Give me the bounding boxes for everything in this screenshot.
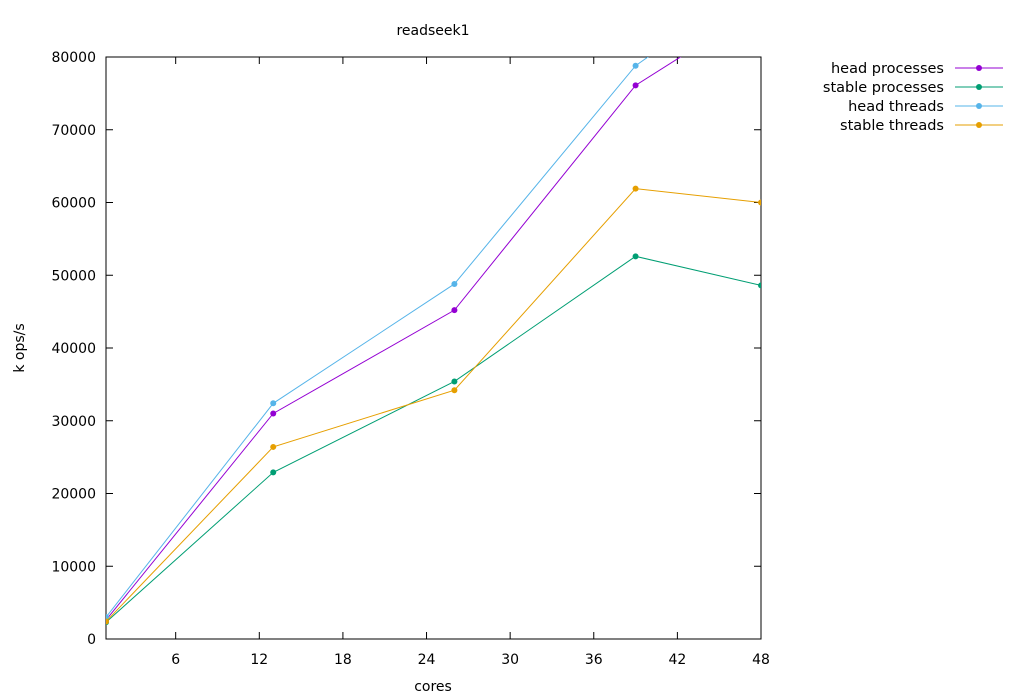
legend: head processes stable processes head threa… — [823, 61, 1003, 134]
legend-swatch-point — [976, 103, 982, 109]
data-point — [451, 280, 458, 287]
legend-swatch-point — [976, 122, 982, 128]
x-tick-label: 42 — [668, 652, 686, 668]
series-line-stable-processes — [106, 255, 761, 623]
data-point — [758, 3, 764, 9]
data-point — [270, 400, 277, 407]
x-axis-title: cores — [414, 679, 452, 695]
series-line-head-threads — [106, 57, 649, 618]
data-point — [106, 618, 109, 625]
x-axis: 6 12 18 24 30 36 42 48 — [171, 57, 770, 668]
data-point — [451, 307, 458, 314]
y-tick-label: 80000 — [51, 50, 96, 66]
series-layer — [106, 3, 764, 626]
y-axis-title: k ops/s — [12, 323, 28, 372]
data-point — [270, 443, 277, 450]
series-line-stable-threads — [106, 188, 761, 622]
y-tick-label: 60000 — [51, 196, 96, 212]
series-head-threads — [106, 57, 649, 621]
data-point — [270, 469, 277, 476]
x-tick-label: 48 — [752, 652, 770, 668]
y-tick-label: 0 — [87, 632, 96, 648]
legend-swatch-point — [976, 84, 982, 90]
legend-label: stable processes — [823, 80, 944, 96]
series-stable-threads — [106, 185, 761, 625]
data-point — [632, 253, 639, 260]
x-tick-label: 30 — [501, 652, 519, 668]
data-point — [758, 199, 761, 206]
data-point — [270, 410, 277, 417]
x-tick-label: 6 — [171, 652, 180, 668]
data-point — [632, 62, 639, 69]
y-tick-label: 50000 — [51, 268, 96, 284]
y-axis: 0 10000 20000 30000 40000 50000 60000 70000 8000… — [51, 50, 761, 648]
y-tick-label: 30000 — [51, 414, 96, 430]
y-tick-label: 40000 — [51, 341, 96, 357]
legend-label: stable threads — [840, 118, 944, 134]
data-point — [451, 387, 458, 394]
legend-item: stable threads — [840, 118, 1003, 134]
series-line-head-processes — [106, 57, 682, 621]
x-tick-label: 12 — [250, 652, 268, 668]
data-point — [632, 82, 639, 89]
legend-swatch-point — [976, 65, 982, 71]
y-tick-label: 20000 — [51, 487, 96, 503]
series-head-processes — [106, 3, 764, 624]
plot-area: 6 12 18 24 30 36 42 48 0 10000 20000 30000 40000 500… — [51, 3, 770, 668]
legend-item: head threads — [848, 99, 1003, 115]
x-tick-label: 36 — [585, 652, 603, 668]
y-tick-label: 10000 — [51, 559, 96, 575]
data-point — [451, 378, 458, 385]
legend-label: head threads — [848, 99, 944, 115]
x-tick-label: 18 — [334, 652, 352, 668]
y-tick-label: 70000 — [51, 123, 96, 139]
legend-label: head processes — [831, 61, 944, 77]
series-stable-processes — [106, 253, 761, 626]
x-tick-label: 24 — [418, 652, 436, 668]
chart-title: readseek1 — [396, 23, 469, 39]
data-point — [632, 185, 639, 192]
legend-item: stable processes — [823, 80, 1003, 96]
legend-item: head processes — [831, 61, 1003, 77]
data-point — [758, 282, 761, 289]
plot-frame — [105, 56, 762, 640]
